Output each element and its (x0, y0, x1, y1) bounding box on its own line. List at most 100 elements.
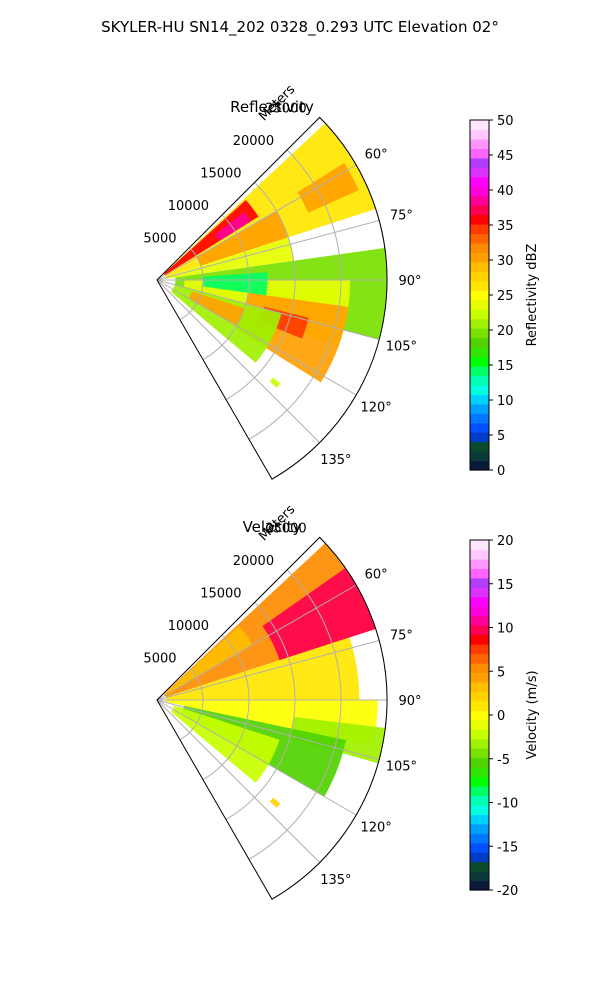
reflectivity-azimuth-tick-label: 105° (386, 339, 417, 354)
velocity-colorbar-swatch (470, 700, 489, 711)
velocity-sector-outline (156, 536, 388, 900)
velocity-colorbar-swatch (470, 681, 489, 692)
velocity-range-ring (248, 569, 342, 860)
reflectivity-colorbar-swatch (470, 347, 489, 358)
velocity-range-tick-label: 15000 (200, 586, 241, 601)
reflectivity-colorbar-tick-label: 40 (497, 184, 514, 199)
velocity-range-tick-label: 25000 (265, 521, 306, 536)
reflectivity-azimuth-gridline (156, 279, 320, 443)
velocity-colorbar-swatch (470, 823, 489, 834)
velocity-colorbar-tick-label: -10 (497, 797, 518, 812)
reflectivity-azimuth-gridline (156, 279, 380, 341)
reflectivity-colorbar-swatch (470, 138, 489, 149)
velocity-echo-region (269, 797, 281, 808)
velocity-colorbar-swatch (470, 710, 489, 721)
reflectivity-azimuth-gridline (156, 279, 357, 396)
velocity-colorbar-swatch (470, 842, 489, 853)
velocity-colorbar-tick-label: 20 (497, 534, 514, 549)
reflectivity-colorbar-swatch (470, 280, 489, 291)
reflectivity-colorbar-swatch (470, 375, 489, 386)
reflectivity-echo-region (188, 291, 245, 326)
velocity-colorbar-swatch (470, 615, 489, 626)
reflectivity-echo-region (269, 377, 281, 388)
velocity-colorbar-swatch (470, 861, 489, 872)
reflectivity-data (163, 117, 387, 388)
velocity-colorbar-swatch (470, 871, 489, 882)
reflectivity-range-tick-label: 5000 (143, 231, 176, 246)
velocity-colorbar-swatch (470, 587, 489, 598)
reflectivity-colorbar-tick-label: 35 (497, 219, 514, 234)
reflectivity-colorbar-tick-label: 10 (497, 394, 514, 409)
velocity-colorbar-swatch (470, 852, 489, 863)
reflectivity-colorbar-tick-label: 45 (497, 149, 514, 164)
reflectivity-azimuth-tick-label: 120° (360, 401, 391, 416)
velocity-title: Velocity (243, 518, 302, 536)
velocity-range-tick-label: 20000 (233, 554, 274, 569)
reflectivity-echo-region (165, 237, 294, 279)
velocity-azimuth-tick-label: 135° (320, 873, 351, 888)
velocity-colorbar-swatch (470, 738, 489, 749)
velocity-azimuth-tick-label: 105° (386, 759, 417, 774)
figure-title: SKYLER-HU SN14_202 0328_0.293 UTC Elevat… (101, 18, 499, 37)
reflectivity-echo-region (297, 162, 359, 213)
reflectivity-colorbar-swatch (470, 233, 489, 244)
velocity-colorbar-swatch (470, 767, 489, 778)
velocity-range-tick-label: 5000 (143, 651, 176, 666)
reflectivity-colorbar-swatch (470, 176, 489, 187)
velocity-colorbar-swatch (470, 785, 489, 797)
reflectivity-echo-region (202, 272, 268, 296)
reflectivity-colorbar-swatch (470, 205, 489, 216)
velocity-colorbar-swatch (470, 540, 489, 551)
reflectivity-colorbar-swatch (470, 365, 489, 377)
reflectivity-colorbar-swatch (470, 384, 489, 395)
reflectivity-colorbar-swatch (470, 157, 489, 168)
velocity-echo-region (163, 626, 253, 696)
reflectivity-colorbar-swatch (470, 441, 489, 452)
velocity-colorbar-tick-label: -5 (497, 753, 510, 768)
velocity-colorbar-label: Velocity (m/s) (525, 670, 540, 759)
velocity-colorbar-swatch (470, 568, 489, 579)
reflectivity-range-tick-label: 10000 (168, 199, 209, 214)
velocity-colorbar-swatch (470, 833, 489, 844)
velocity-colorbar-tick-label: -20 (497, 884, 518, 899)
reflectivity-colorbar-swatch (470, 460, 489, 471)
reflectivity-sector-outline (156, 116, 388, 480)
velocity-range-ring (202, 634, 250, 781)
reflectivity-range-ring (179, 247, 204, 321)
reflectivity-colorbar-swatch (470, 328, 489, 339)
reflectivity-range-ring (248, 149, 342, 440)
velocity-echo-region (262, 562, 385, 661)
velocity-azimuth-tick-label: 120° (360, 821, 391, 836)
reflectivity-colorbar-tick-label: 30 (497, 254, 514, 269)
reflectivity-colorbar-tick-label: 20 (497, 324, 514, 339)
velocity-colorbar-tick-label: 5 (497, 665, 505, 680)
velocity-azimuth-gridline (156, 584, 357, 701)
reflectivity-colorbar-tick-label: 15 (497, 359, 514, 374)
velocity-colorbar-swatch (470, 577, 489, 588)
reflectivity-colorbar-swatch (470, 186, 489, 197)
velocity-colorbar-tick-label: 10 (497, 622, 514, 637)
velocity-colorbar-swatch (470, 880, 489, 891)
velocity-colorbar-swatch (470, 672, 489, 683)
velocity-azimuth-gridline (156, 639, 380, 701)
velocity-colorbar-swatch (470, 691, 489, 702)
velocity-colorbar-tick-label: 15 (497, 578, 514, 593)
velocity-range-ring (179, 667, 204, 741)
reflectivity-azimuth-gridline (156, 164, 357, 281)
reflectivity-panel: Reflectivity60°75°90°105°120°135°5000100… (143, 82, 540, 480)
reflectivity-colorbar-swatch (470, 195, 489, 206)
velocity-panel: Velocity 60° 75° 90° 105° 120° 135° 5000 10000 15… (143, 502, 540, 900)
velocity-colorbar-tick-label: -15 (497, 840, 518, 855)
velocity-colorbar-tick-label: 0 (497, 709, 505, 724)
velocity-colorbar-swatch (470, 662, 489, 674)
reflectivity-colorbar-swatch (470, 403, 489, 414)
reflectivity-colorbar-swatch (470, 299, 489, 310)
reflectivity-colorbar-swatch (470, 394, 489, 405)
reflectivity-azimuth-tick-label: 90° (398, 274, 421, 289)
velocity-colorbar-swatch (470, 558, 489, 569)
reflectivity-colorbar-swatch (470, 261, 489, 272)
velocity-colorbar-swatch (470, 653, 489, 664)
velocity-echo-region (171, 705, 280, 783)
reflectivity-colorbar-swatch (470, 167, 489, 178)
